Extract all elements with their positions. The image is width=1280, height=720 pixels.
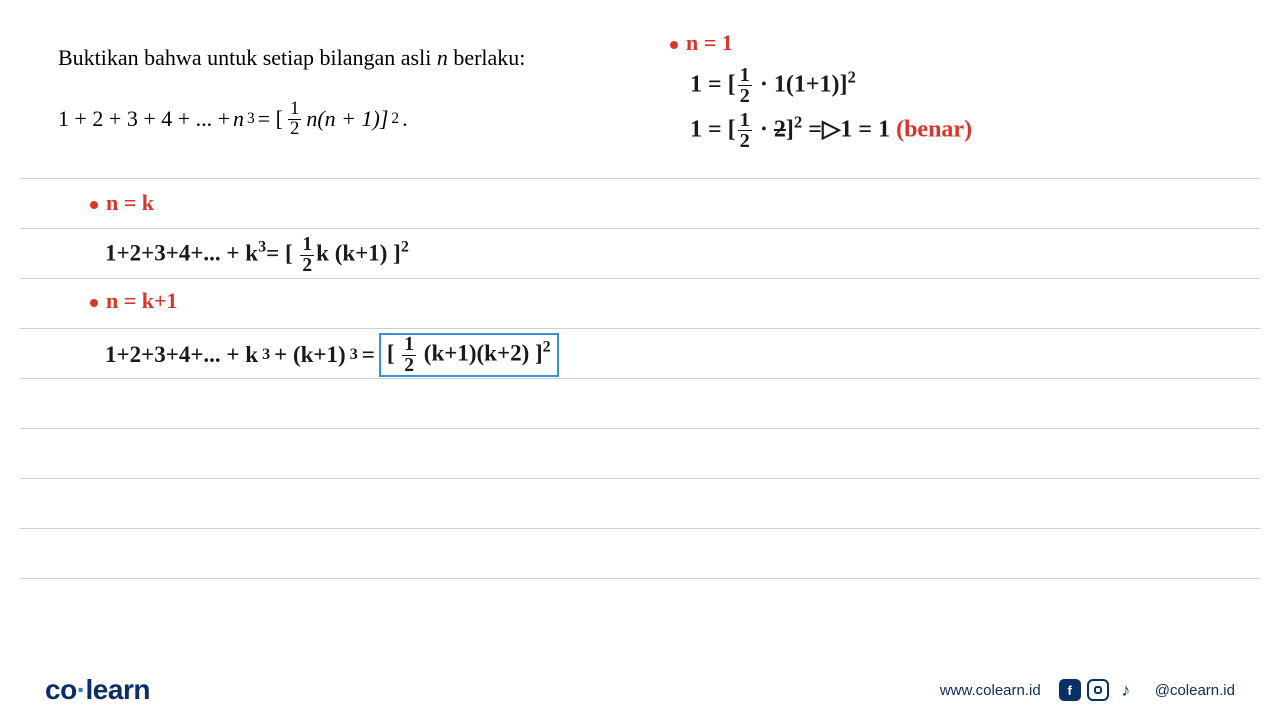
formula-exp2: 2 — [391, 110, 399, 128]
footer-url[interactable]: www.colearn.id — [940, 682, 1041, 699]
formula-rhs: n(n + 1)] — [306, 106, 388, 132]
problem-suffix: berlaku: — [448, 45, 526, 70]
formula-frac: 1 2 — [288, 100, 301, 138]
step-n1-line1: 1 = [12 · 1(1+1)]2 — [690, 65, 856, 107]
formula-lhs: 1 + 2 + 3 + 4 + ... + — [58, 106, 230, 132]
logo-co: co — [45, 674, 77, 705]
footer-right: www.colearn.id f ♪ @colearn.id — [940, 679, 1235, 701]
ruled-line — [20, 228, 1260, 229]
logo-dot: · — [77, 674, 86, 705]
formula-var: n — [233, 106, 244, 132]
bullet-icon — [90, 299, 98, 307]
frac-icon: 12 — [300, 235, 314, 275]
formula-exp: 3 — [247, 110, 255, 128]
problem-formula: 1 + 2 + 3 + 4 + ... + n3 = [ 1 2 n(n + 1… — [58, 100, 408, 138]
ruled-line — [20, 278, 1260, 279]
bullet-icon — [90, 201, 98, 209]
step-n1-label: n = 1 — [670, 30, 733, 56]
ruled-line — [20, 478, 1260, 479]
brand-logo: co·learn — [45, 674, 150, 706]
ruled-line — [20, 328, 1260, 329]
social-icons: f ♪ — [1059, 679, 1137, 701]
formula-end: . — [402, 106, 408, 132]
bullet-icon — [670, 41, 678, 49]
frac-icon: 12 — [402, 335, 416, 375]
ruled-line — [20, 428, 1260, 429]
ruled-line — [20, 528, 1260, 529]
tiktok-icon[interactable]: ♪ — [1115, 679, 1137, 701]
frac-icon: 12 — [738, 110, 752, 152]
footer-bar: co·learn www.colearn.id f ♪ @colearn.id — [0, 660, 1280, 720]
instagram-icon[interactable] — [1087, 679, 1109, 701]
step-nk-line: 1+2+3+4+... + k3= [ 12k (k+1) ]2 — [105, 235, 409, 275]
worksheet-area: Buktikan bahwa untuk setiap bilangan asl… — [0, 0, 1280, 660]
problem-prefix: Buktikan bahwa untuk setiap bilangan asl… — [58, 45, 437, 70]
step-n1-line2: 1 = [12 · 2]2 =▷1 = 1 (benar) — [690, 110, 972, 152]
formula-eq: = [ — [258, 106, 283, 132]
ruled-line — [20, 378, 1260, 379]
footer-handle[interactable]: @colearn.id — [1155, 682, 1235, 699]
step-nk1-line: 1+2+3+4+... + k3+ (k+1)3 = [ 12 (k+1)(k+… — [105, 333, 559, 377]
problem-statement: Buktikan bahwa untuk setiap bilangan asl… — [58, 45, 525, 71]
ruled-line — [20, 178, 1260, 179]
ruled-line — [20, 578, 1260, 579]
logo-learn: learn — [86, 674, 150, 705]
frac-icon: 12 — [738, 65, 752, 107]
boxed-result: [ 12 (k+1)(k+2) ]2 — [379, 333, 559, 377]
step-nk-label: n = k — [90, 190, 154, 216]
facebook-icon[interactable]: f — [1059, 679, 1081, 701]
problem-var: n — [437, 45, 448, 70]
step-nk1-label: n = k+1 — [90, 288, 178, 314]
